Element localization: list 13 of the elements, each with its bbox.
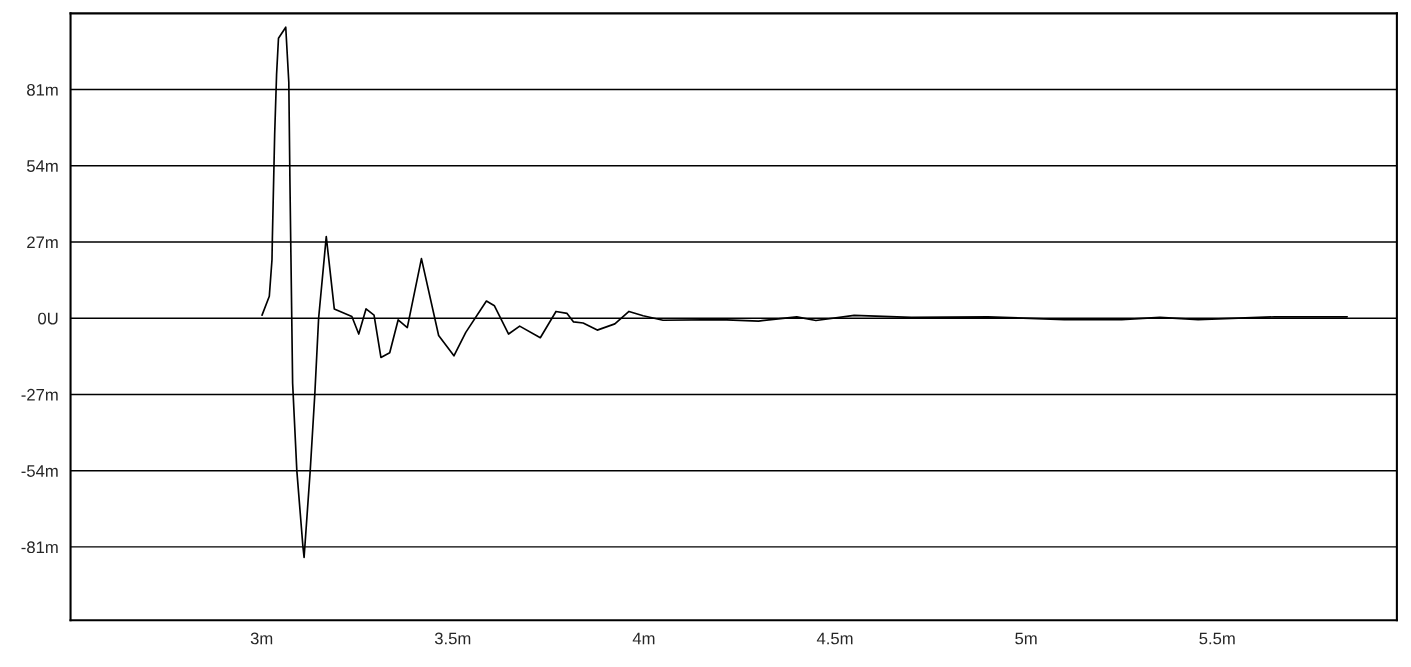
y-tick-label: 81m — [27, 83, 58, 96]
x-tick-label: 3m — [250, 632, 273, 645]
x-tick-label: 3.5m — [434, 632, 471, 645]
x-tick-label: 4m — [632, 632, 655, 645]
x-tick-label: 4.5m — [816, 632, 853, 645]
y-tick-label: -54m — [21, 465, 58, 477]
y-tick-label: 27m — [27, 236, 58, 249]
y-tick-label: -27m — [21, 388, 58, 401]
x-tick-label: 5m — [1015, 632, 1037, 645]
y-tick-label: 54m — [26, 160, 58, 172]
y-tick-label: -81m — [21, 541, 58, 554]
y-tick-label: 0U — [38, 312, 58, 325]
x-tick-label: 5.5m — [1199, 632, 1235, 645]
